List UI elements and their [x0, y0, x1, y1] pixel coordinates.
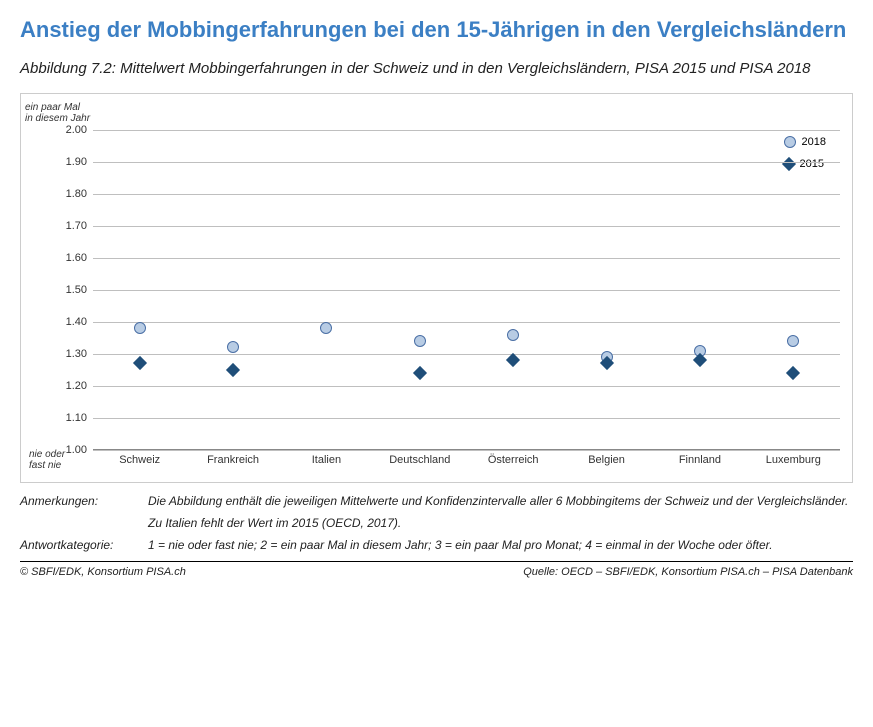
gridline: [93, 162, 840, 163]
circle-marker-icon: [227, 341, 239, 353]
notes-anmerkungen-label: Anmerkungen:: [20, 493, 148, 509]
data-point: [415, 368, 425, 378]
data-point: [134, 322, 146, 334]
circle-marker-icon: [414, 335, 426, 347]
footer-right: Quelle: OECD – SBFI/EDK, Konsortium PISA…: [523, 566, 853, 578]
circle-marker-icon: [784, 136, 796, 148]
gridline: [93, 354, 840, 355]
data-point: [787, 335, 799, 347]
x-tick-label: Schweiz: [93, 454, 186, 466]
circle-marker-icon: [320, 322, 332, 334]
y-tick-label: 1.10: [27, 412, 87, 424]
y-tick-label: 1.60: [27, 252, 87, 264]
gridline: [93, 322, 840, 323]
gridline: [93, 258, 840, 259]
data-point: [508, 355, 518, 365]
legend-label: 2015: [800, 158, 824, 170]
diamond-marker-icon: [781, 157, 795, 171]
gridline: [93, 130, 840, 131]
y-tick-label: 1.70: [27, 220, 87, 232]
x-tick-label: Italien: [280, 454, 373, 466]
footer-rule: [20, 561, 853, 562]
y-tick-label: 1.80: [27, 188, 87, 200]
x-axis: SchweizFrankreichItalienDeutschlandÖster…: [93, 450, 840, 476]
y-tick-label: 1.20: [27, 380, 87, 392]
notes-antwort-label: Antwortkategorie:: [20, 537, 148, 553]
plot-area: 2018 2015: [93, 130, 840, 450]
gridline: [93, 386, 840, 387]
legend: 2018 2015: [784, 136, 826, 180]
data-point: [320, 322, 332, 334]
y-tick-label: 1.50: [27, 284, 87, 296]
legend-item: 2015: [784, 158, 826, 170]
circle-marker-icon: [787, 335, 799, 347]
diamond-marker-icon: [599, 356, 613, 370]
y-tick-label: 1.40: [27, 316, 87, 328]
notes-anmerkungen-2: Zu Italien fehlt der Wert im 2015 (OECD,…: [148, 515, 853, 531]
gridline: [93, 194, 840, 195]
x-tick-label: Belgien: [560, 454, 653, 466]
y-axis-bottom-label: nie oder fast nie: [29, 449, 65, 472]
legend-item: 2018: [784, 136, 826, 148]
diamond-marker-icon: [226, 363, 240, 377]
gridline: [93, 290, 840, 291]
data-point: [227, 341, 239, 353]
page-title: Anstieg der Mobbingerfahrungen bei den 1…: [20, 16, 853, 45]
footer: © SBFI/EDK, Konsortium PISA.ch Quelle: O…: [20, 566, 853, 578]
x-tick-label: Luxemburg: [747, 454, 840, 466]
y-axis: ein paar Mal in diesem Jahr 1.001.101.20…: [25, 102, 93, 476]
x-tick-label: Österreich: [467, 454, 560, 466]
x-tick-label: Finnland: [653, 454, 746, 466]
legend-label: 2018: [802, 136, 826, 148]
gridline: [93, 418, 840, 419]
data-point: [414, 335, 426, 347]
diamond-marker-icon: [693, 353, 707, 367]
data-point: [135, 358, 145, 368]
diamond-marker-icon: [133, 356, 147, 370]
notes-antwort-text: 1 = nie oder fast nie; 2 = ein paar Mal …: [148, 537, 853, 553]
y-tick-label: 1.30: [27, 348, 87, 360]
x-tick-label: Frankreich: [186, 454, 279, 466]
x-tick-label: Deutschland: [373, 454, 466, 466]
notes-anmerkungen-1: Die Abbildung enthält die jeweiligen Mit…: [148, 493, 853, 509]
data-point: [602, 358, 612, 368]
y-tick-label: 1.90: [27, 156, 87, 168]
chart-container: ein paar Mal in diesem Jahr 1.001.101.20…: [20, 93, 853, 483]
footer-left: © SBFI/EDK, Konsortium PISA.ch: [20, 566, 186, 578]
y-axis-top-label: ein paar Mal in diesem Jahr: [25, 102, 93, 125]
y-tick-label: 2.00: [27, 124, 87, 136]
diamond-marker-icon: [413, 366, 427, 380]
data-point: [788, 368, 798, 378]
gridline: [93, 226, 840, 227]
diamond-marker-icon: [506, 353, 520, 367]
data-point: [695, 355, 705, 365]
notes-section: Anmerkungen: Die Abbildung enthält die j…: [20, 493, 853, 554]
circle-marker-icon: [507, 329, 519, 341]
data-point: [507, 329, 519, 341]
data-point: [228, 365, 238, 375]
gridline: [93, 450, 840, 451]
diamond-marker-icon: [786, 366, 800, 380]
circle-marker-icon: [134, 322, 146, 334]
figure-caption: Abbildung 7.2: Mittelwert Mobbingerfahru…: [20, 59, 853, 79]
